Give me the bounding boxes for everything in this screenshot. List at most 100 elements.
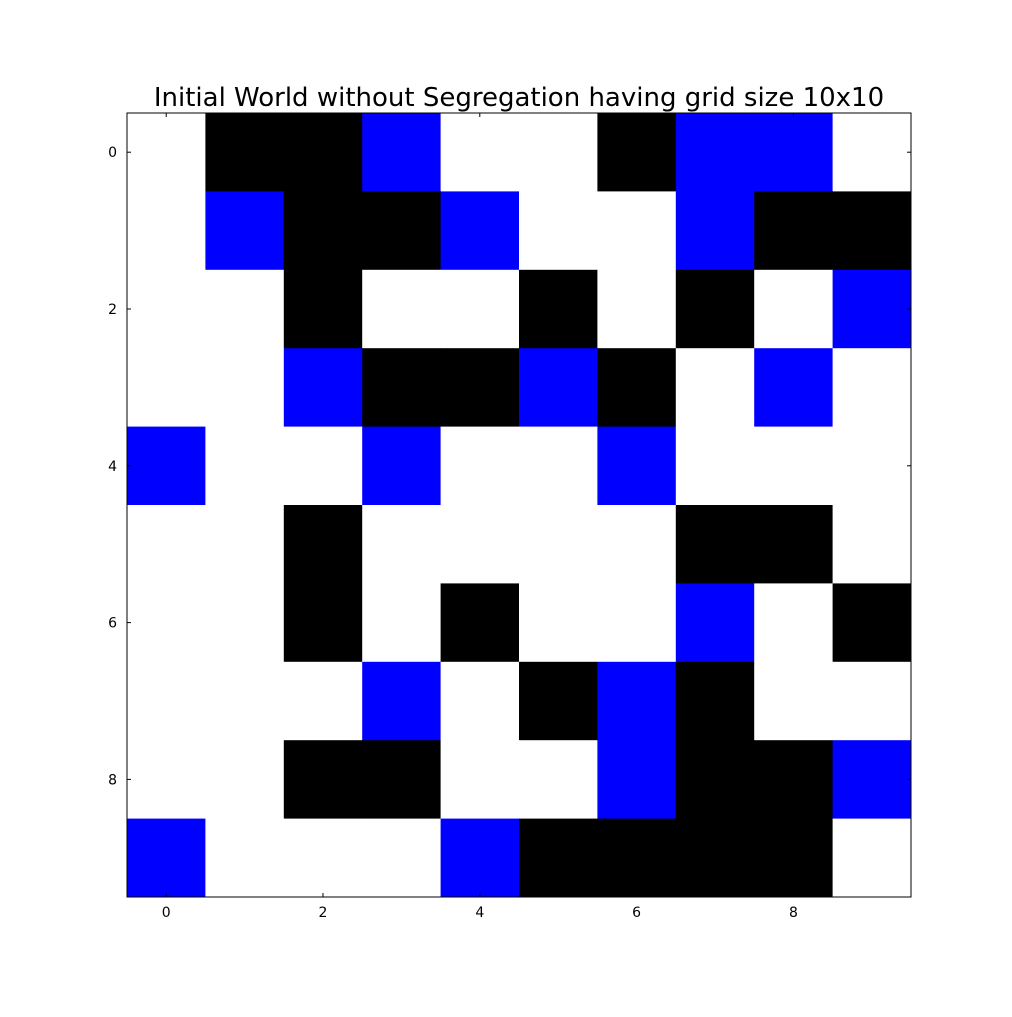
heatmap-cell — [675, 426, 755, 506]
heatmap-cell — [205, 583, 285, 663]
heatmap-cell — [205, 269, 285, 349]
heatmap-cell — [832, 818, 912, 898]
chart-title: Initial World without Segregation having… — [154, 83, 884, 113]
heatmap-cell — [597, 818, 677, 898]
heatmap-cell — [832, 740, 912, 819]
heatmap-cell — [519, 426, 598, 506]
heatmap-cell — [597, 661, 677, 741]
heatmap-cell — [283, 740, 363, 819]
y-tick-label: 4 — [108, 459, 117, 475]
heatmap-cell — [362, 348, 441, 427]
heatmap-cell — [205, 426, 285, 506]
heatmap-cells — [127, 113, 912, 898]
heatmap-cell — [597, 348, 677, 427]
x-tick-label: 6 — [632, 905, 641, 921]
heatmap-cell — [675, 583, 755, 663]
heatmap-cell — [362, 740, 441, 819]
heatmap-cell — [597, 191, 677, 271]
heatmap-cell — [519, 113, 598, 192]
heatmap-cell — [283, 583, 363, 663]
heatmap-cell — [127, 113, 206, 192]
heatmap-cell — [675, 113, 755, 192]
heatmap-cell — [440, 426, 520, 506]
heatmap-cell — [597, 505, 677, 584]
heatmap-cell — [754, 740, 833, 819]
heatmap-cell — [519, 505, 598, 584]
heatmap-cell — [127, 426, 206, 506]
heatmap-cell — [127, 348, 206, 427]
heatmap-cell — [675, 505, 755, 584]
heatmap-cell — [440, 191, 520, 271]
heatmap-cell — [440, 818, 520, 898]
heatmap-cell — [283, 113, 363, 192]
heatmap-cell — [362, 505, 441, 584]
heatmap-cell — [205, 740, 285, 819]
heatmap-cell — [754, 348, 833, 427]
x-tick-label: 2 — [319, 905, 328, 921]
heatmap-cell — [362, 661, 441, 741]
x-tick-label: 4 — [475, 905, 484, 921]
heatmap-cell — [283, 818, 363, 898]
heatmap-cell — [205, 818, 285, 898]
heatmap-cell — [127, 191, 206, 271]
heatmap-cell — [127, 818, 206, 898]
heatmap-cell — [754, 191, 833, 271]
y-tick-label: 6 — [108, 616, 117, 632]
heatmap-cell — [127, 740, 206, 819]
plot-frame — [126, 112, 912, 898]
heatmap-cell — [754, 269, 833, 349]
heatmap-cell — [440, 505, 520, 584]
heatmap-cell — [362, 113, 441, 192]
heatmap-cell — [440, 661, 520, 741]
heatmap-cell — [754, 113, 833, 192]
heatmap-cell — [832, 348, 912, 427]
heatmap-cell — [205, 505, 285, 584]
heatmap-cell — [519, 661, 598, 741]
axis-ticks: 0 2 4 6 8 0 2 4 6 8 — [108, 113, 911, 921]
heatmap-cell — [362, 426, 441, 506]
y-tick-label: 8 — [108, 772, 117, 788]
heatmap-cell — [283, 348, 363, 427]
y-tick-label: 0 — [108, 145, 117, 161]
heatmap-cell — [440, 740, 520, 819]
heatmap-cell — [205, 661, 285, 741]
heatmap-cell — [362, 818, 441, 898]
heatmap-cell — [832, 191, 912, 271]
heatmap-cell — [675, 818, 755, 898]
heatmap-cell — [754, 818, 833, 898]
heatmap-cell — [283, 661, 363, 741]
heatmap-cell — [127, 583, 206, 663]
heatmap-cell — [597, 740, 677, 819]
heatmap-cell — [832, 505, 912, 584]
heatmap-cell — [519, 740, 598, 819]
heatmap-cell — [832, 113, 912, 192]
heatmap-cell — [283, 269, 363, 349]
heatmap-cell — [205, 348, 285, 427]
heatmap-cell — [519, 583, 598, 663]
heatmap-cell — [675, 740, 755, 819]
heatmap-cell — [832, 426, 912, 506]
heatmap-cell — [127, 505, 206, 584]
heatmap-cell — [754, 583, 833, 663]
heatmap-cell — [283, 505, 363, 584]
heatmap-cell — [597, 269, 677, 349]
heatmap-cell — [283, 426, 363, 506]
heatmap-cell — [832, 583, 912, 663]
heatmap-cell — [754, 426, 833, 506]
heatmap-cell — [675, 191, 755, 271]
heatmap-cell — [440, 113, 520, 192]
heatmap-cell — [362, 583, 441, 663]
heatmap-cell — [597, 426, 677, 506]
heatmap-cell — [519, 191, 598, 271]
heatmap-cell — [597, 113, 677, 192]
heatmap-cell — [127, 661, 206, 741]
heatmap-cell — [440, 269, 520, 349]
heatmap-cell — [754, 505, 833, 584]
heatmap-cell — [675, 661, 755, 741]
heatmap-cell — [362, 269, 441, 349]
heatmap-cell — [675, 348, 755, 427]
heatmap-cell — [205, 191, 285, 271]
heatmap-cell — [832, 269, 912, 349]
